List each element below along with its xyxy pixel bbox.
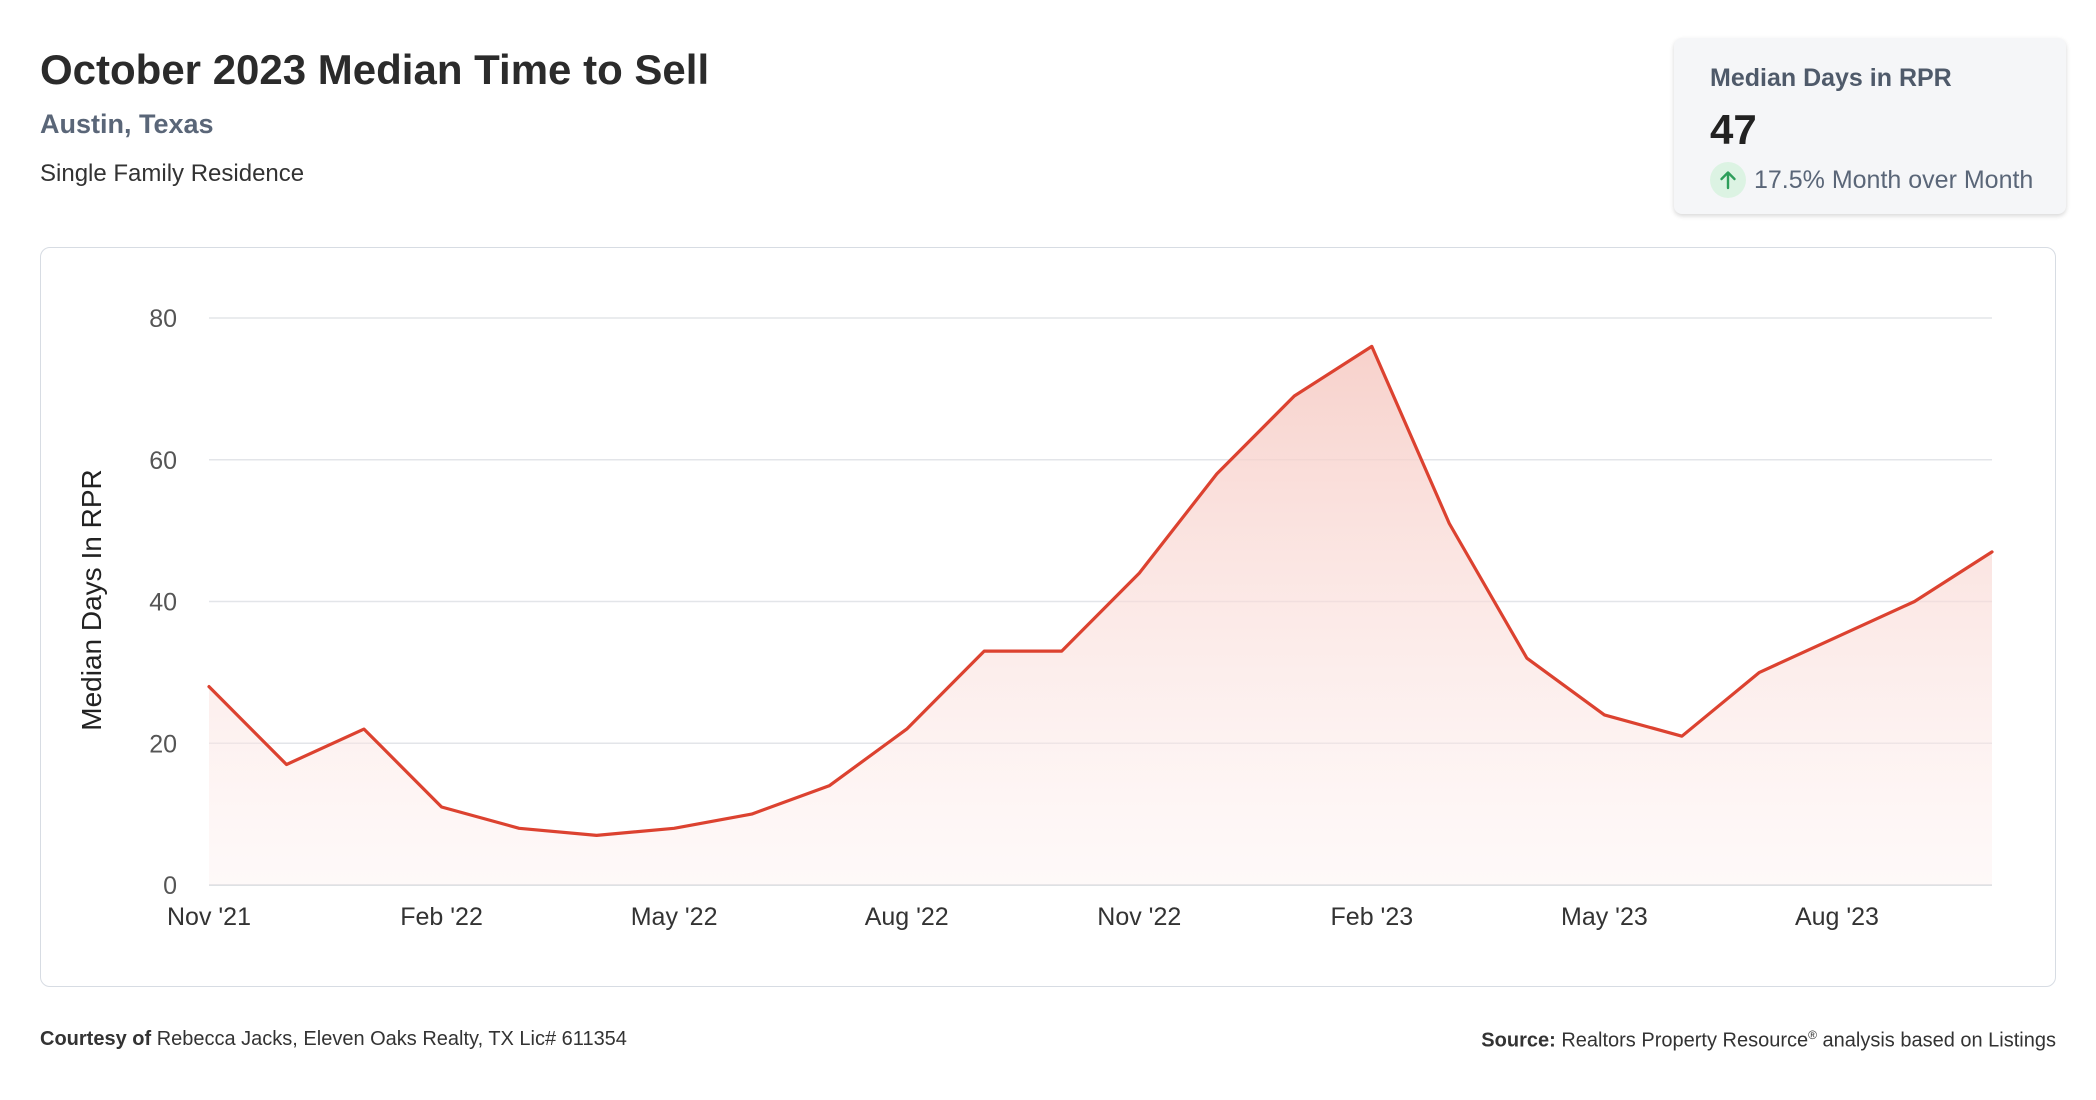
data-point[interactable]: [668, 822, 680, 834]
up-arrow-icon: [1710, 162, 1746, 198]
data-point[interactable]: [358, 723, 370, 735]
y-tick-label: 40: [149, 589, 177, 617]
courtesy-label: Courtesy of: [40, 1028, 152, 1050]
y-tick-label: 0: [163, 872, 177, 900]
x-tick-label: May '22: [631, 903, 718, 931]
kpi-change: 17.5% Month over Month: [1710, 162, 2033, 198]
data-point[interactable]: [1366, 340, 1378, 352]
kpi-change-text: 17.5% Month over Month: [1754, 165, 2034, 194]
data-point[interactable]: [1908, 596, 1920, 608]
data-point[interactable]: [823, 780, 835, 792]
x-tick-label: Feb '23: [1331, 903, 1414, 931]
location-label: Austin, Texas: [40, 109, 214, 139]
data-point[interactable]: [746, 808, 758, 820]
y-tick-label: 60: [149, 447, 177, 475]
y-axis-label: Median Days In RPR: [76, 469, 107, 730]
courtesy-text: Rebecca Jacks, Eleven Oaks Realty, TX Li…: [156, 1028, 627, 1050]
chart-panel: 0 20 40 60 80 Nov '21 Feb '22 May '22 Aug '22 No…: [40, 247, 2056, 987]
data-point[interactable]: [436, 801, 448, 813]
footer-source: Source: Realtors Property Resource® anal…: [1481, 1028, 2056, 1053]
data-point[interactable]: [1676, 730, 1688, 742]
source-label: Source:: [1481, 1029, 1556, 1052]
source-text-b: analysis based on Listings: [1822, 1029, 2056, 1052]
data-point[interactable]: [1288, 390, 1300, 402]
source-text-a: Realtors Property Resource: [1561, 1029, 1809, 1052]
series-area: [209, 346, 1992, 885]
x-tick-label: May '23: [1561, 903, 1648, 931]
kpi-card: Median Days in RPR 47 17.5% Month over M…: [1674, 38, 2066, 214]
kpi-value: 47: [1710, 106, 1757, 153]
kpi-label: Median Days in RPR: [1710, 64, 1952, 92]
x-tick-label: Nov '22: [1097, 903, 1181, 931]
data-point[interactable]: [1056, 645, 1068, 657]
data-point[interactable]: [591, 829, 603, 841]
series-line: [207, 344, 1994, 837]
x-tick-label: Feb '22: [400, 903, 483, 931]
data-point[interactable]: [978, 645, 990, 657]
x-tick-label: Nov '21: [167, 903, 251, 931]
line-chart: 0 20 40 60 80 Nov '21 Feb '22 May '22 Aug '22 No…: [76, 305, 1998, 931]
data-point[interactable]: [281, 759, 293, 771]
data-point[interactable]: [1211, 468, 1223, 480]
y-tick-label: 80: [149, 305, 177, 333]
x-tick-label: Aug '22: [865, 903, 949, 931]
y-tick-label: 20: [149, 730, 177, 758]
data-point[interactable]: [1831, 631, 1843, 643]
page-title: October 2023 Median Time to Sell: [40, 46, 710, 93]
data-point[interactable]: [1598, 709, 1610, 721]
footer-courtesy: Courtesy of Rebecca Jacks, Eleven Oaks R…: [40, 1028, 627, 1051]
data-point[interactable]: [1986, 546, 1998, 558]
data-point[interactable]: [513, 822, 525, 834]
registered-mark: ®: [1808, 1028, 1817, 1042]
data-point[interactable]: [1443, 518, 1455, 530]
data-point[interactable]: [1753, 666, 1765, 678]
data-point[interactable]: [901, 723, 913, 735]
data-point[interactable]: [1521, 652, 1533, 664]
data-point[interactable]: [1133, 567, 1145, 579]
property-type-label: Single Family Residence: [40, 160, 305, 187]
x-tick-label: Aug '23: [1795, 903, 1879, 931]
data-point[interactable]: [203, 681, 215, 693]
